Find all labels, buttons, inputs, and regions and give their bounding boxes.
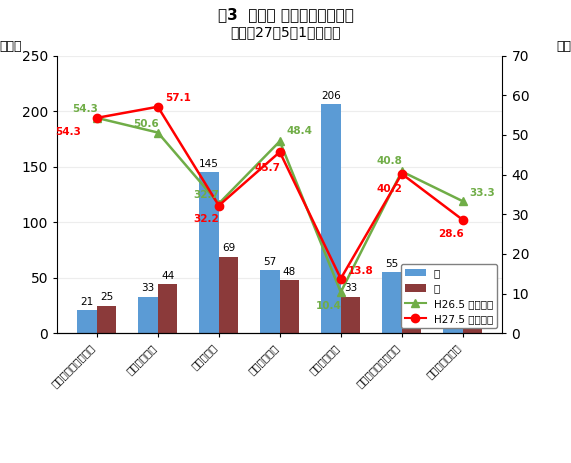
Line: H26.5 女性比率: H26.5 女性比率 bbox=[93, 114, 467, 296]
Text: 10: 10 bbox=[466, 309, 479, 319]
Text: 33: 33 bbox=[344, 283, 357, 294]
Bar bbox=[199, 172, 219, 333]
Bar bbox=[463, 322, 482, 333]
Bar bbox=[260, 270, 280, 333]
Text: 48.4: 48.4 bbox=[287, 126, 313, 136]
Bar bbox=[280, 280, 299, 333]
Legend: 男, 女, H26.5 女性比率, H27.5 女性比率: 男, 女, H26.5 女性比率, H27.5 女性比率 bbox=[400, 264, 497, 328]
H27.5 女性比率 bbox=[94, 115, 100, 121]
Bar bbox=[382, 272, 402, 333]
Bar bbox=[77, 310, 97, 333]
Text: 25: 25 bbox=[447, 292, 460, 302]
Text: 33: 33 bbox=[142, 283, 155, 294]
Text: 25: 25 bbox=[100, 292, 113, 302]
Text: 40.8: 40.8 bbox=[377, 156, 403, 167]
Text: 40.2: 40.2 bbox=[377, 184, 403, 194]
H27.5 女性比率 bbox=[215, 203, 222, 208]
H27.5 女性比率 bbox=[337, 276, 344, 282]
Text: 37: 37 bbox=[405, 279, 418, 289]
Line: H27.5 女性比率: H27.5 女性比率 bbox=[93, 103, 467, 283]
Bar bbox=[97, 306, 116, 333]
Text: 21: 21 bbox=[81, 297, 94, 307]
Text: （％）: （％） bbox=[556, 40, 571, 53]
Text: 32.2: 32.2 bbox=[194, 214, 220, 224]
Text: 55: 55 bbox=[385, 259, 399, 269]
Text: 28.6: 28.6 bbox=[438, 229, 464, 238]
Bar bbox=[443, 306, 463, 333]
Text: 45.7: 45.7 bbox=[255, 163, 281, 174]
H27.5 女性比率 bbox=[276, 149, 283, 155]
Bar bbox=[158, 284, 178, 333]
Bar bbox=[138, 297, 158, 333]
H26.5 女性比率 bbox=[337, 289, 344, 295]
H26.5 女性比率 bbox=[399, 169, 405, 174]
H26.5 女性比率 bbox=[276, 138, 283, 144]
Text: 145: 145 bbox=[199, 159, 219, 169]
H26.5 女性比率 bbox=[154, 130, 161, 135]
Text: 206: 206 bbox=[321, 91, 341, 101]
Text: 54.3: 54.3 bbox=[72, 104, 98, 114]
Text: 57.1: 57.1 bbox=[165, 93, 191, 103]
Text: 48: 48 bbox=[283, 267, 296, 277]
Text: 69: 69 bbox=[222, 244, 235, 253]
Bar bbox=[402, 292, 421, 333]
Text: 44: 44 bbox=[161, 271, 174, 281]
H27.5 女性比率 bbox=[459, 217, 466, 223]
Text: 32.7: 32.7 bbox=[194, 190, 220, 200]
H26.5 女性比率 bbox=[459, 199, 466, 204]
Text: 50.6: 50.6 bbox=[133, 119, 159, 129]
Text: 33.3: 33.3 bbox=[470, 188, 496, 198]
Text: （人）: （人） bbox=[0, 40, 22, 53]
Text: 10.4: 10.4 bbox=[316, 301, 341, 311]
Bar bbox=[341, 297, 360, 333]
Bar bbox=[219, 257, 238, 333]
Text: 54.3: 54.3 bbox=[55, 126, 81, 137]
Text: （平成27年5月1日現在）: （平成27年5月1日現在） bbox=[230, 25, 341, 39]
H26.5 女性比率 bbox=[94, 115, 100, 121]
H27.5 女性比率 bbox=[399, 171, 405, 176]
Bar bbox=[321, 105, 341, 333]
Text: 13.8: 13.8 bbox=[348, 266, 373, 276]
Text: 57: 57 bbox=[263, 257, 277, 267]
Text: 図3  大学院 学生数・女性比率: 図3 大学院 学生数・女性比率 bbox=[218, 7, 353, 22]
H27.5 女性比率 bbox=[154, 104, 161, 110]
H26.5 女性比率 bbox=[215, 201, 222, 206]
